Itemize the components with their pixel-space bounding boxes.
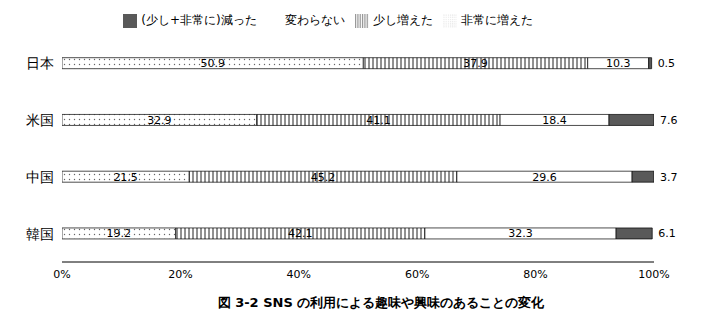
html-text:非常に増えた: 非常に増えた <box>460 13 533 27</box>
svg-text:10.3: 10.3 <box>606 57 631 70</box>
svg-text:32.9: 32.9 <box>147 114 172 127</box>
svg-text:18.4: 18.4 <box>542 114 567 127</box>
html-text:変わらない: 変わらない <box>284 13 345 27</box>
svg-text:21.5: 21.5 <box>113 171 138 184</box>
svg-text:50.9: 50.9 <box>200 57 225 70</box>
svg-text:45.2: 45.2 <box>311 171 336 184</box>
html-text:図 3-2 SNS の利用による趣味や興味のあることの変化: 図 3-2 SNS の利用による趣味や興味のあることの変化 <box>217 295 545 310</box>
svg-text:20%: 20% <box>168 268 192 281</box>
html-text:少し増えた: 少し増えた <box>372 13 433 27</box>
svg-text:32.3: 32.3 <box>508 227 533 240</box>
svg-text:80%: 80% <box>523 268 547 281</box>
svg-text:0%: 0% <box>53 268 70 281</box>
svg-text:米国: 米国 <box>26 112 54 128</box>
svg-text:中国: 中国 <box>26 169 54 185</box>
svg-text:韓国: 韓国 <box>26 226 54 242</box>
svg-text:19.2: 19.2 <box>107 227 132 240</box>
svg-text:40%: 40% <box>287 268 311 281</box>
svg-text:60%: 60% <box>405 268 429 281</box>
html-text:(少し+非常に)減った: (少し+非常に)減った <box>141 13 257 27</box>
svg-text:37.9: 37.9 <box>463 57 488 70</box>
svg-text:3.7: 3.7 <box>660 171 678 184</box>
svg-text:0.5: 0.5 <box>658 57 676 70</box>
svg-text:6.1: 6.1 <box>658 227 676 240</box>
svg-text:29.6: 29.6 <box>532 171 557 184</box>
svg-text:41.1: 41.1 <box>366 114 391 127</box>
svg-text:42.1: 42.1 <box>288 227 313 240</box>
svg-text:7.6: 7.6 <box>660 114 678 127</box>
svg-text:日本: 日本 <box>26 55 54 71</box>
svg-text:100%: 100% <box>638 268 669 281</box>
